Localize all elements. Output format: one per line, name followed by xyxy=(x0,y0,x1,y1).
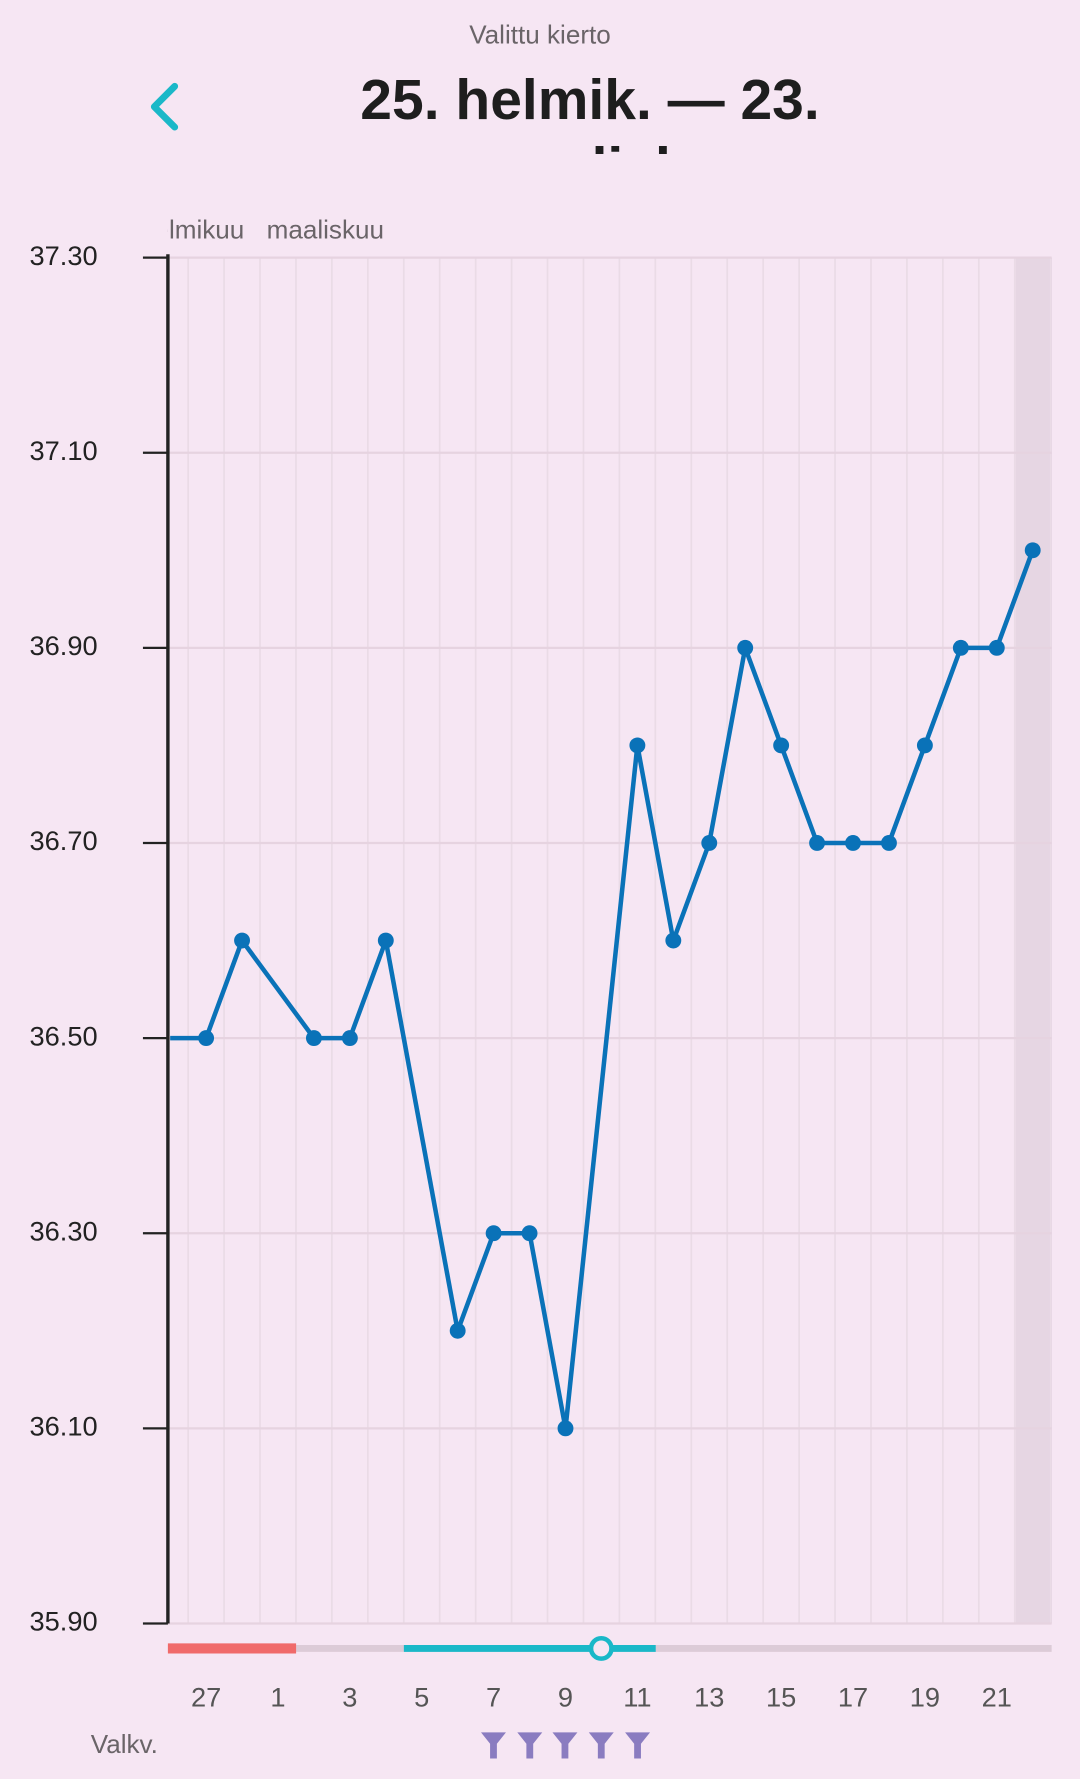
x-tick-label: 15 xyxy=(766,1682,796,1713)
back-button[interactable] xyxy=(150,82,179,131)
data-point xyxy=(737,639,754,656)
x-tick-label: 7 xyxy=(486,1682,501,1713)
data-point xyxy=(809,835,826,851)
month-labels: helmikuu xyxy=(140,214,244,244)
x-tick-label: 5 xyxy=(414,1682,429,1713)
data-point xyxy=(305,1030,322,1047)
y-tick-label: 35.90 xyxy=(29,1606,97,1637)
month-label: helmikuu xyxy=(140,214,244,244)
data-point xyxy=(234,932,250,949)
line-connector xyxy=(563,745,640,1429)
data-point xyxy=(341,1030,358,1047)
data-point xyxy=(485,1225,502,1242)
x-tick-label: 21 xyxy=(982,1682,1012,1713)
data-point xyxy=(845,835,861,851)
x-tick-label: 1 xyxy=(270,1682,285,1713)
temperature-line xyxy=(170,939,245,1041)
y-tick-label: 37.10 xyxy=(29,435,97,466)
ovulation-marker xyxy=(588,1635,614,1661)
title: 25. helmik. — 23. maalisk. xyxy=(360,68,820,154)
x-tick-label: 27 xyxy=(191,1682,221,1713)
data-point xyxy=(449,1322,466,1339)
y-tick-label: 36.30 xyxy=(29,1215,97,1246)
data-point xyxy=(988,639,1005,656)
data-point xyxy=(701,835,718,851)
y-tick-label: 36.70 xyxy=(29,825,97,856)
data-point xyxy=(198,1030,215,1047)
x-tick-label: 3 xyxy=(342,1682,357,1713)
data-point xyxy=(916,737,933,754)
y-tick-label: 36.50 xyxy=(29,1020,97,1051)
y-tick-label: 37.30 xyxy=(29,240,97,271)
temperature-line xyxy=(455,1230,568,1429)
footer-label: Valkv. xyxy=(91,1729,158,1759)
x-tick-label: 9 xyxy=(558,1682,573,1713)
data-point xyxy=(377,932,394,949)
data-point xyxy=(881,835,897,851)
subtitle: Valittu kierto xyxy=(469,19,611,49)
x-tick-label: 11 xyxy=(623,1682,651,1713)
x-tick-label: 17 xyxy=(838,1682,868,1713)
current-day-highlight xyxy=(1015,257,1053,1624)
data-point xyxy=(521,1225,538,1242)
x-tick-label: 13 xyxy=(694,1682,724,1713)
indicator-icons xyxy=(481,1732,651,1759)
month-label: maaliskuu xyxy=(267,214,384,244)
data-point xyxy=(629,737,646,754)
y-tick-label: 36.90 xyxy=(29,630,97,661)
data-point xyxy=(773,737,790,754)
x-tick-label: 19 xyxy=(910,1682,940,1713)
line-connector xyxy=(240,939,316,1040)
temperature-line xyxy=(313,939,388,1041)
y-tick-label: 36.10 xyxy=(29,1411,97,1442)
data-point xyxy=(665,932,682,949)
line-connector xyxy=(383,940,460,1332)
data-point xyxy=(1024,542,1041,559)
data-point xyxy=(557,1420,574,1437)
data-point xyxy=(952,639,969,656)
